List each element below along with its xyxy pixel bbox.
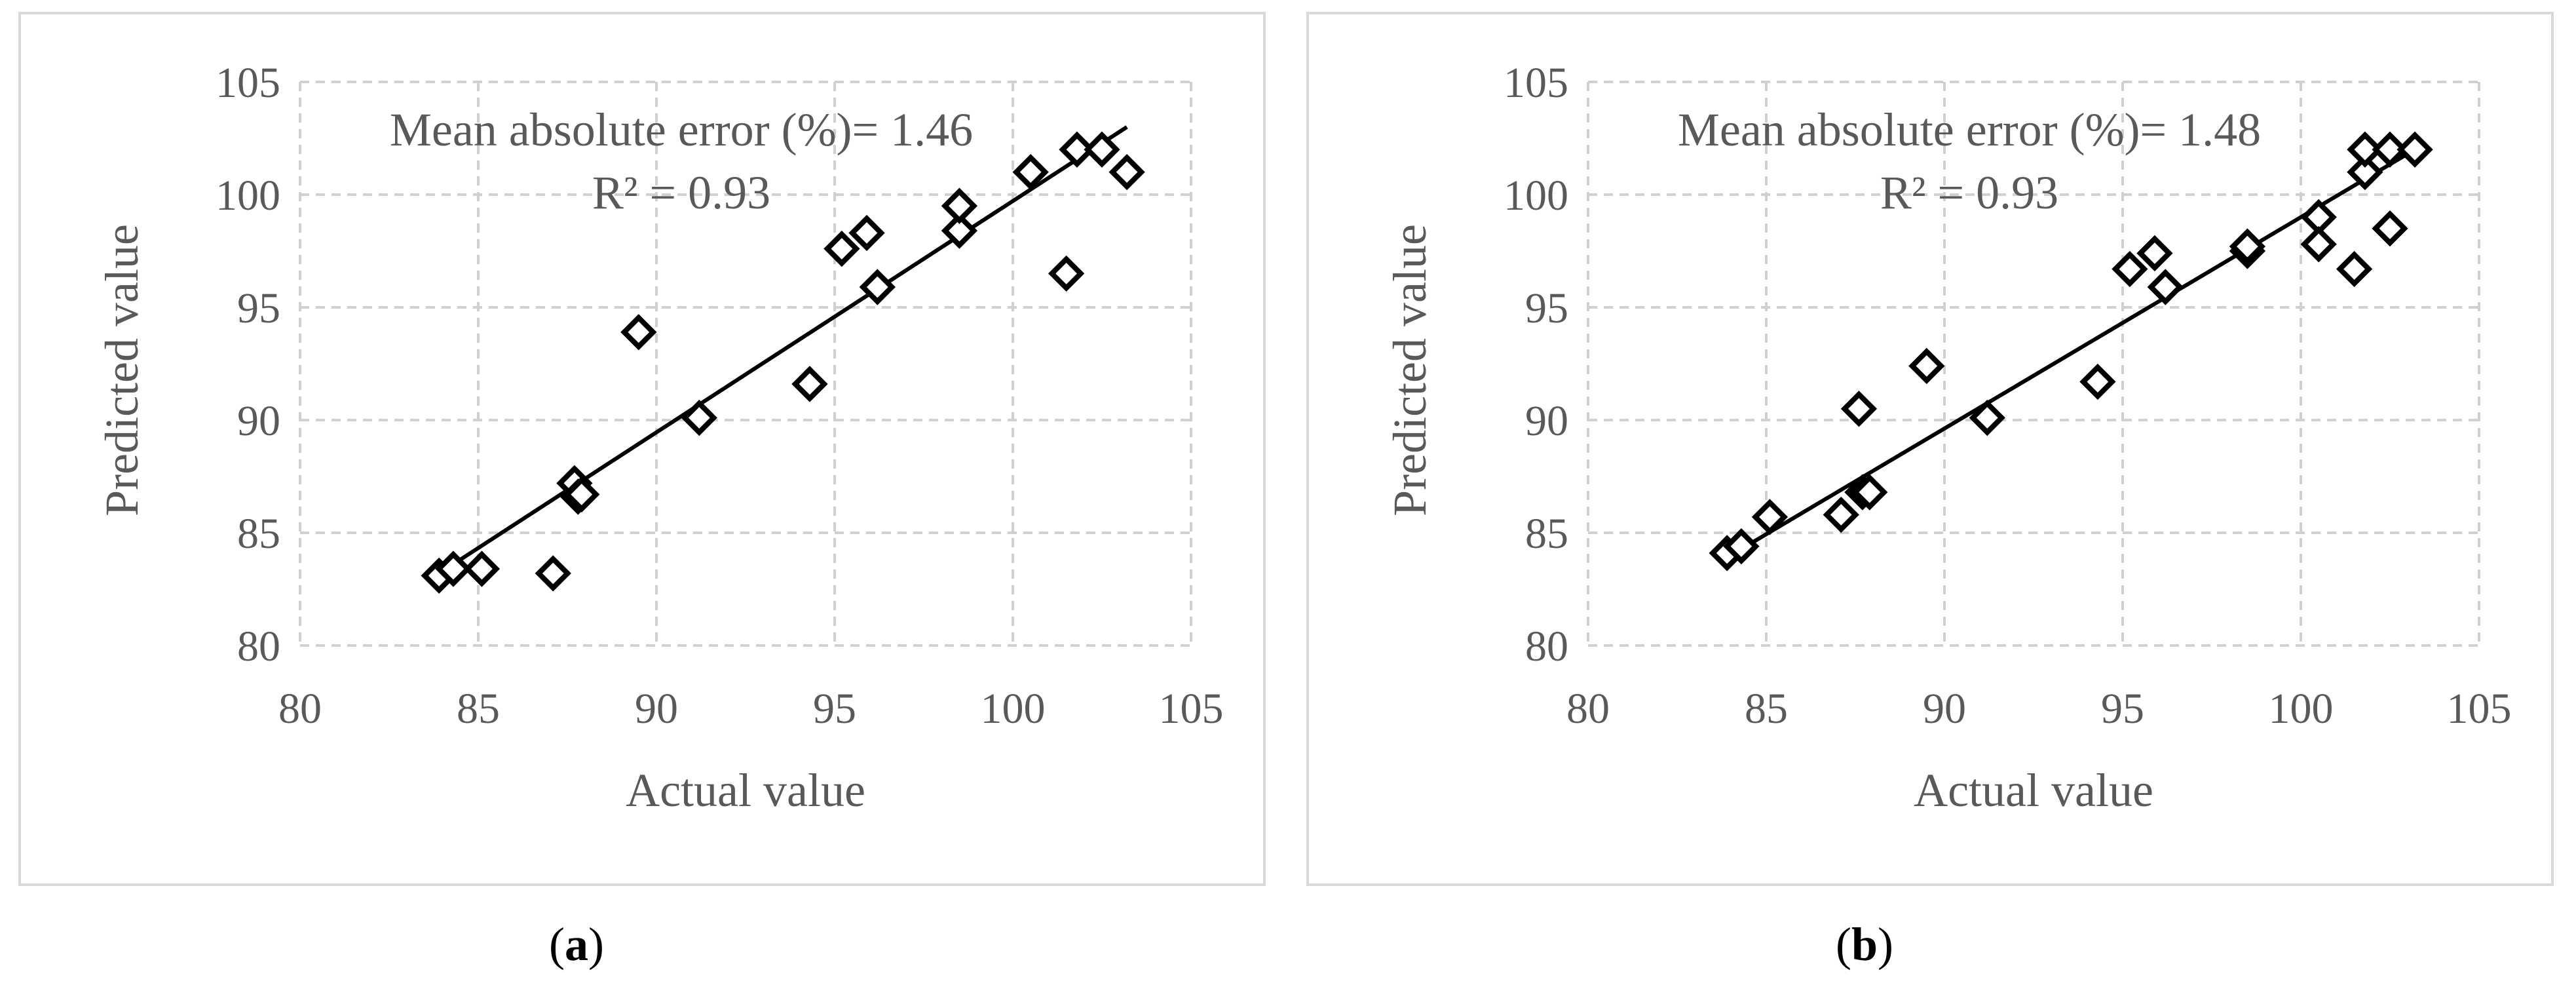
- x-tick-label: 100: [2269, 685, 2334, 733]
- data-point: [2147, 269, 2184, 305]
- data-point: [563, 476, 600, 513]
- y-tick-label: 90: [237, 397, 280, 445]
- data-point: [2336, 250, 2373, 288]
- x-axis-title: Actual value: [626, 764, 865, 817]
- data-point: [2300, 226, 2337, 263]
- mae-annotation: Mean absolute error (%)= 1.46: [390, 104, 973, 156]
- data-point: [1723, 528, 1760, 565]
- x-tick-label: 90: [1923, 685, 1966, 733]
- data-point: [463, 550, 501, 587]
- y-tick-label: 100: [1504, 172, 1568, 220]
- data-point: [2396, 131, 2433, 168]
- data-point: [620, 314, 657, 351]
- x-tick-label: 105: [2447, 685, 2512, 733]
- x-tick-label: 100: [981, 685, 1046, 733]
- x-tick-label: 90: [635, 685, 678, 733]
- data-point: [1969, 399, 2005, 436]
- data-point: [791, 366, 828, 402]
- y-tick-label: 105: [216, 59, 280, 107]
- data-point: [941, 212, 978, 249]
- r-squared-annotation: R² = 0.93: [1880, 166, 2058, 219]
- panel-caption: (a): [549, 918, 604, 971]
- data-point: [824, 230, 860, 267]
- data-point: [2079, 363, 2116, 400]
- data-point: [848, 214, 885, 252]
- gridlines: [1587, 81, 2480, 647]
- data-point: [1840, 391, 1878, 427]
- x-tick-label: 105: [1159, 685, 1224, 733]
- scatter-chart-a: 80 85 90 95 100 105 80 85 90 95 100 105 Actual value…: [18, 12, 1266, 971]
- data-point: [1059, 131, 1095, 168]
- x-tick-label: 80: [1566, 685, 1610, 733]
- r-squared-annotation: R² = 0.93: [592, 166, 770, 219]
- data-point: [435, 550, 472, 587]
- data-point: [2372, 210, 2408, 247]
- scatter-chart-b: 80 85 90 95 100 105 80 85 90 95 100 105 Actual value…: [1306, 12, 2554, 971]
- y-tick-label: 90: [1525, 397, 1568, 445]
- data-point: [1012, 153, 1049, 191]
- data-point: [1108, 153, 1145, 191]
- data-point: [535, 555, 571, 592]
- chart-frame: [18, 12, 1266, 886]
- y-tick-label: 95: [237, 284, 280, 332]
- data-point: [1908, 347, 1945, 385]
- data-point: [2112, 250, 2148, 288]
- y-tick-label: 85: [237, 510, 280, 558]
- x-tick-label: 95: [813, 685, 856, 733]
- x-tick-label: 85: [1745, 685, 1788, 733]
- y-axis-title: Predicted value: [96, 224, 148, 516]
- data-point: [2136, 235, 2173, 272]
- chart-panel-a: 80 85 90 95 100 105 80 85 90 95 100 105 Actual value…: [18, 12, 1266, 971]
- y-tick-label: 80: [237, 623, 280, 670]
- chart-panel-b: 80 85 90 95 100 105 80 85 90 95 100 105 Actual value…: [1288, 0, 2576, 983]
- x-axis-title: Actual value: [1914, 764, 2153, 817]
- x-tick-label: 80: [278, 685, 322, 733]
- y-axis-title: Predicted value: [1384, 224, 1436, 516]
- y-tick-label: 95: [1525, 284, 1568, 332]
- y-tick-label: 105: [1504, 59, 1568, 107]
- data-point: [1751, 499, 1789, 535]
- data-point: [1084, 131, 1120, 168]
- data-point: [1048, 255, 1085, 292]
- y-tick-label: 80: [1525, 623, 1568, 670]
- data-point: [2347, 131, 2383, 168]
- data-point: [2229, 228, 2266, 265]
- chart-frame: [1306, 12, 2554, 886]
- trendline: [441, 125, 1128, 573]
- gridlines: [299, 81, 1192, 647]
- data-point: [681, 399, 717, 436]
- y-tick-label: 100: [216, 172, 280, 220]
- y-tick-label: 85: [1525, 510, 1568, 558]
- data-point: [859, 269, 896, 305]
- data-point: [941, 187, 978, 224]
- data-point: [2347, 153, 2383, 191]
- data-point: [1823, 496, 1859, 533]
- panel-caption: (b): [1836, 918, 1893, 971]
- x-tick-label: 85: [457, 685, 500, 733]
- mae-annotation: Mean absolute error (%)= 1.48: [1678, 104, 2261, 156]
- x-tick-label: 95: [2101, 685, 2144, 733]
- data-point: [1851, 474, 1888, 511]
- data-point: [2372, 131, 2408, 168]
